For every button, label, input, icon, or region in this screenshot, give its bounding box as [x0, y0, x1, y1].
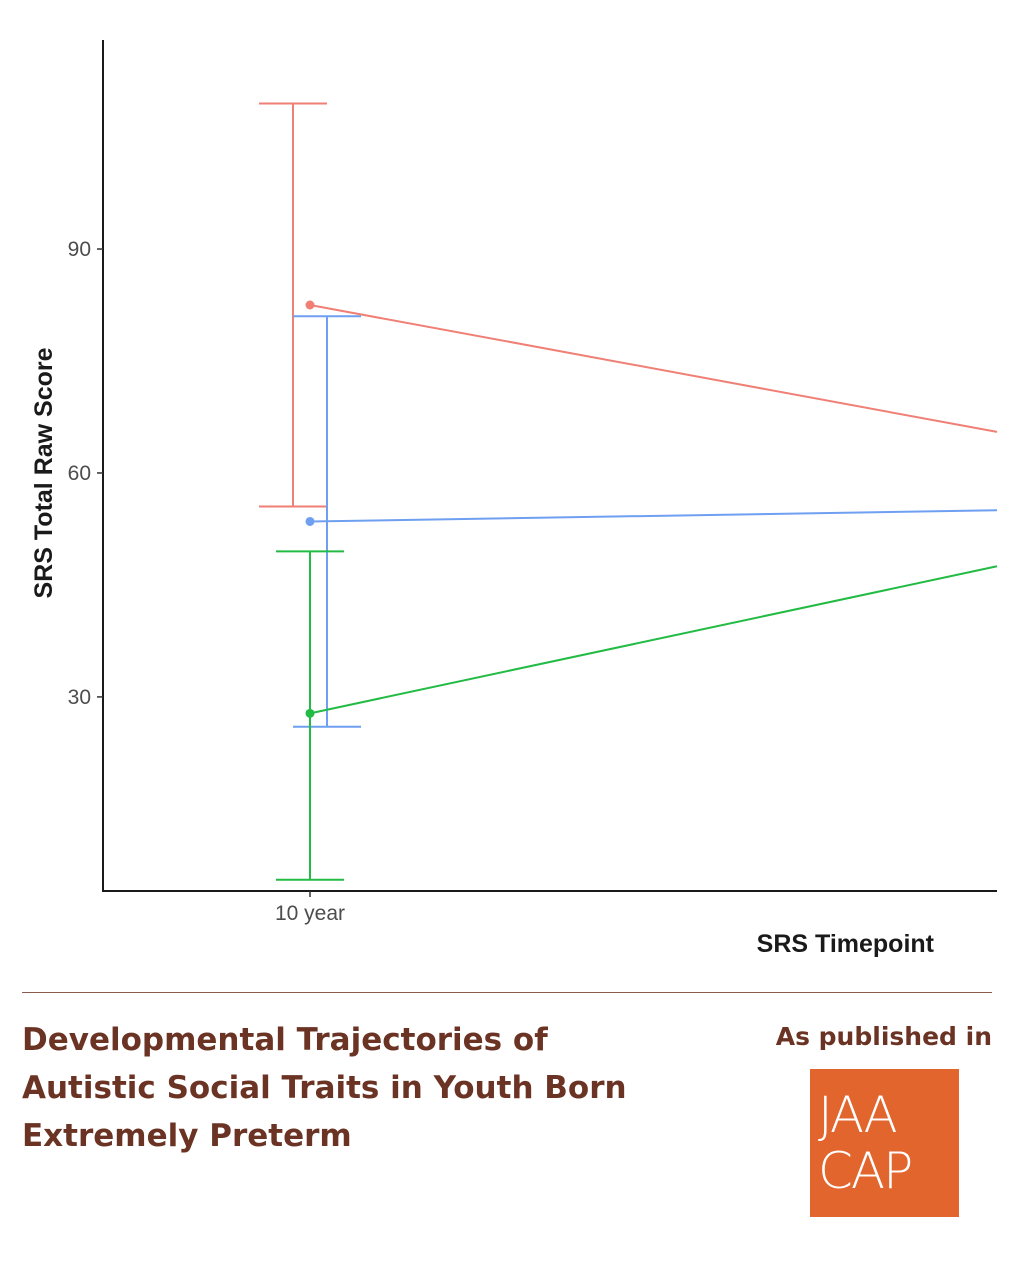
logo-text-line1: JAA — [818, 1086, 898, 1144]
data-point-0 — [305, 300, 315, 310]
y-tick-label: 60 — [68, 462, 91, 485]
caption-divider — [22, 992, 992, 993]
published-in-label: As published in — [775, 1022, 992, 1051]
trend-line-1 — [309, 509, 998, 523]
y-tick-label: 90 — [68, 238, 91, 261]
article-title: Developmental Trajectories of Autistic S… — [22, 1022, 627, 1154]
x-axis-title: SRS Timepoint — [757, 930, 935, 958]
trend-line-0 — [309, 304, 998, 433]
y-axis-title: SRS Total Raw Score — [30, 347, 58, 598]
chart: 30 60 90 10 year SRS Timepoint SRS Total Raw … — [30, 40, 998, 958]
data-point-2 — [305, 708, 315, 718]
y-tick-label: 30 — [68, 686, 91, 709]
trend-line-2 — [309, 565, 998, 715]
data-point-1 — [305, 516, 315, 526]
jaacap-logo: JAA CAP — [810, 1069, 959, 1217]
logo-text-line2: CAP — [818, 1142, 913, 1200]
x-tick-label: 10 year — [275, 902, 345, 925]
